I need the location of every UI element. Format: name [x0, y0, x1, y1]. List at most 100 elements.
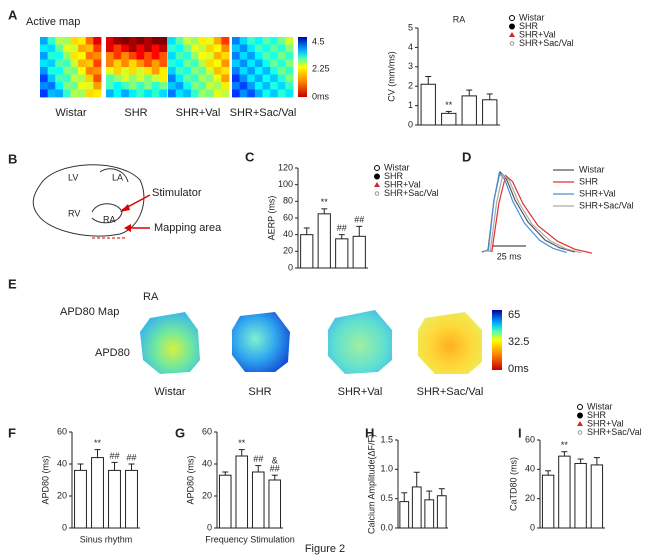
- map-cell: [168, 59, 177, 68]
- y-tick-label: 120: [278, 162, 293, 172]
- map-cell: [70, 52, 79, 60]
- map-cell: [40, 74, 49, 83]
- map-cell: [40, 52, 49, 60]
- x-axis-label: Sinus rhythm: [80, 534, 133, 544]
- map-cell: [121, 67, 130, 75]
- y-tick-label: 3: [408, 61, 413, 71]
- panel-label: E: [8, 276, 17, 291]
- legend-label: SHR+Sac/Val: [384, 188, 439, 198]
- map-cell: [55, 89, 64, 98]
- map-cell: [159, 44, 168, 53]
- y-axis-label: APD80 (ms): [40, 455, 50, 504]
- map-cell: [93, 74, 102, 83]
- figure-caption: Figure 2: [305, 543, 345, 555]
- map-cell: [232, 59, 241, 68]
- map-cell: [221, 44, 230, 53]
- map-cell: [144, 52, 153, 60]
- map-cell: [70, 37, 79, 45]
- legend-label: Wistar: [519, 12, 545, 22]
- map-label: SHR+Val: [338, 386, 383, 398]
- map-cell: [206, 44, 215, 53]
- y-tick-label: 20: [202, 490, 212, 500]
- significance-label: ##: [253, 454, 263, 464]
- bar: [441, 112, 457, 126]
- bar: [335, 238, 349, 269]
- y-tick-label: 0: [408, 119, 413, 129]
- y-tick-label: 40: [525, 464, 535, 474]
- row-label: APD80: [95, 347, 130, 359]
- map-cell: [93, 67, 102, 75]
- map-cell: [151, 89, 160, 98]
- map-cell: [113, 37, 122, 45]
- map-cell: [62, 89, 71, 98]
- map-cell: [121, 37, 130, 45]
- map-cell: [151, 37, 160, 45]
- map-label: SHR+Val: [176, 107, 221, 119]
- map-cell: [85, 67, 94, 75]
- map-cell: [254, 74, 263, 83]
- map-cell: [136, 89, 145, 98]
- map-cell: [232, 82, 241, 90]
- map-cell: [78, 37, 87, 45]
- map-cell: [70, 89, 79, 98]
- bar: [461, 95, 477, 126]
- map-cell: [190, 59, 199, 68]
- significance-label: &: [272, 456, 278, 466]
- map-cell: [62, 74, 71, 83]
- map-cell: [144, 82, 153, 90]
- map-cell: [128, 89, 137, 98]
- legend-label: SHR: [384, 171, 404, 181]
- legend-label: SHR+Sac/Val: [519, 38, 574, 48]
- y-axis-label: Calcium Amplitude(ΔF/F): [366, 434, 376, 534]
- map-cell: [128, 74, 137, 83]
- significance-label: **: [238, 438, 246, 448]
- map-cell: [285, 59, 294, 68]
- map-cell: [175, 82, 184, 90]
- chamber-label: RA: [103, 214, 116, 224]
- significance-label: **: [445, 100, 453, 110]
- map-cell: [106, 59, 115, 68]
- bar: [125, 469, 138, 529]
- map-cell: [168, 82, 177, 90]
- colorbar-label: 0ms: [312, 91, 330, 101]
- y-tick-label: 0: [288, 262, 293, 272]
- map-cell: [78, 89, 87, 98]
- map-cell: [47, 74, 56, 83]
- ap-trace: [482, 171, 567, 253]
- legend-marker: [509, 32, 515, 37]
- map-cell: [232, 44, 241, 53]
- apd-map: [418, 312, 482, 374]
- bar: [317, 213, 331, 269]
- significance-label: **: [94, 438, 102, 448]
- map-cell: [247, 59, 256, 68]
- map-cell: [47, 89, 56, 98]
- significance-label: **: [561, 440, 569, 450]
- significance-label: ##: [354, 215, 364, 225]
- map-cell: [93, 59, 102, 68]
- map-cell: [93, 44, 102, 53]
- map-cell: [159, 89, 168, 98]
- legend-label: SHR+Val: [384, 179, 421, 189]
- colorbar-label: 4.5: [312, 36, 325, 46]
- y-tick-label: 60: [202, 426, 212, 436]
- map-cell: [55, 37, 64, 45]
- legend-label: SHR+Val: [519, 29, 556, 39]
- map-cell: [262, 44, 271, 53]
- map-cell: [183, 67, 192, 75]
- y-tick-label: 60: [525, 434, 535, 444]
- map-cell: [144, 67, 153, 75]
- map-cell: [183, 52, 192, 60]
- legend-marker: [374, 165, 380, 171]
- map-cell: [183, 74, 192, 83]
- legend-label: SHR: [579, 176, 599, 186]
- map-cell: [262, 82, 271, 90]
- bar: [251, 471, 265, 529]
- map-cell: [213, 82, 222, 90]
- map-cell: [285, 37, 294, 45]
- map-cell: [168, 37, 177, 45]
- panel-label: H: [365, 425, 374, 440]
- map-cell: [113, 89, 122, 98]
- bar: [268, 479, 282, 529]
- map-cell: [106, 89, 115, 98]
- map-cell: [128, 59, 137, 68]
